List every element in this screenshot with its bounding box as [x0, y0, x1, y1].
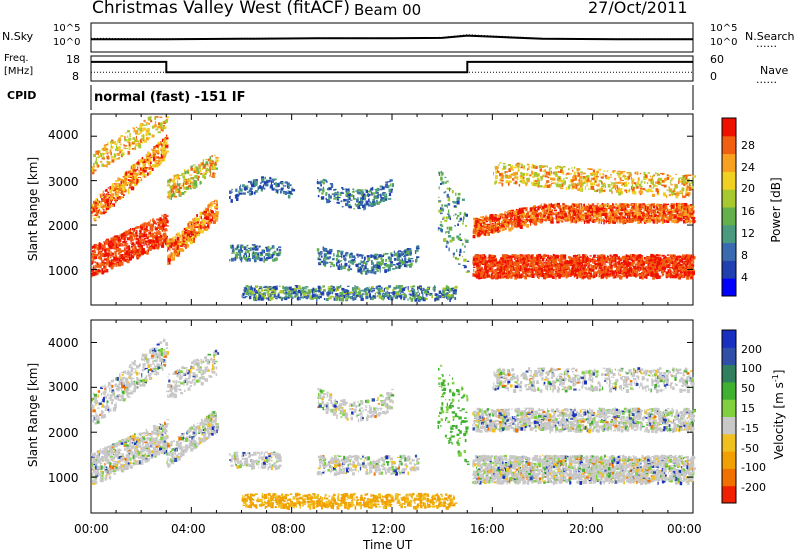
vel-late-low [472, 454, 697, 486]
velocity-cbar-tick-100: 100 [741, 362, 762, 375]
nave-tick-high: 60 [710, 53, 724, 66]
velocity-ylabel: Slant Range [km] [26, 362, 40, 468]
mode-label: normal (fast) -151 IF [94, 90, 246, 105]
beam-label: Beam 00 [354, 1, 422, 19]
nsky-tick-low: 10^0 [53, 37, 81, 48]
freq-label: Freq. [4, 53, 29, 64]
vel-early-low [91, 419, 170, 485]
xtick-2000: 20:00 [569, 522, 604, 536]
vel-mid-low [166, 410, 220, 468]
velocity-cbar-label: Velocity [m s-1] [771, 367, 786, 462]
power-ytick-2000: 2000 [48, 219, 79, 233]
power-mid-high [166, 154, 219, 201]
vel-patch-2 [317, 387, 395, 423]
velocity-cbar-tick-m15: -15 [741, 422, 759, 435]
power-near-range [241, 285, 458, 302]
nsearch-label: N.Search [745, 30, 795, 43]
power-late-top [493, 162, 696, 199]
power-blue-4 [316, 245, 420, 275]
velocity-cbar-tick-50: 50 [741, 382, 755, 395]
nsky-label: N.Sky [2, 30, 34, 43]
velocity-cbar-tick-m100: -100 [741, 461, 766, 474]
velocity-colorbar [721, 329, 737, 504]
vel-late-mid [472, 407, 696, 434]
velocity-cbar-tick-m200: -200 [741, 481, 766, 494]
date-label: 27/Oct/2011 [588, 0, 688, 17]
velocity-ytick-2000: 2000 [48, 426, 79, 440]
power-early-high [91, 134, 169, 222]
vel-near-range-orange [241, 492, 458, 511]
plot-title: Christmas Valley West (fitACF) [92, 0, 351, 18]
power-mid-low [166, 199, 219, 266]
nave-label: Nave [760, 64, 789, 77]
freq-tick-low: 8 [72, 70, 79, 83]
vel-mid-high [166, 349, 220, 399]
power-dropdown [437, 170, 470, 273]
vel-dropdown-green [437, 364, 470, 466]
nsky-tick-high: 10^5 [53, 23, 81, 34]
nsearch-tick-low: 10^0 [710, 37, 738, 48]
power-cbar-tick-4: 4 [741, 271, 748, 284]
xtick-0400: 04:00 [171, 522, 206, 536]
velocity-cbar-label-sup: -1 [771, 374, 780, 383]
freq-unit: [MHz] [4, 66, 34, 77]
velocity-cbar-tick-200: 200 [741, 343, 762, 356]
xtick-0800: 08:00 [271, 522, 306, 536]
freq-panel-frame [90, 55, 694, 82]
velocity-cbar-label-end: ] [772, 369, 786, 375]
power-colorbar [721, 117, 737, 297]
freq-tick-high: 18 [66, 53, 80, 66]
power-late-mid [472, 202, 697, 239]
velocity-colorbar-frame [721, 329, 737, 504]
power-blue-3 [316, 178, 394, 211]
vel-early-high [91, 338, 169, 425]
nsearch-dots: ...... [756, 37, 777, 50]
power-ytick-4000: 4000 [48, 128, 79, 142]
vel-patch-3 [316, 454, 420, 476]
velocity-ytick-1000: 1000 [48, 471, 79, 485]
noise-series-1 [90, 34, 693, 40]
power-colorbar-frame [721, 117, 737, 297]
xtick-1600: 16:00 [470, 522, 505, 536]
nsearch-tick-high: 10^5 [710, 23, 738, 34]
power-ytick-1000: 1000 [48, 264, 79, 278]
power-late-low [472, 253, 696, 280]
power-cbar-tick-12: 12 [741, 227, 755, 240]
power-cbar-tick-16: 16 [741, 205, 755, 218]
power-ylabel: Slant Range [km] [26, 156, 40, 262]
power-early-top [91, 116, 169, 175]
power-blue-1 [229, 244, 282, 263]
xtick-1200: 12:00 [371, 522, 406, 536]
power-cbar-label: Power [dB] [769, 177, 783, 243]
power-cbar-tick-24: 24 [741, 161, 755, 174]
velocity-cbar-tick-m50: -50 [741, 442, 759, 455]
nave-dots: ...... [756, 73, 777, 86]
xtick-0000: 00:00 [74, 522, 109, 536]
power-early-low [91, 213, 169, 278]
vel-late-top [492, 367, 695, 394]
power-ytick-3000: 3000 [48, 175, 79, 189]
nave-tick-low: 0 [710, 70, 717, 83]
velocity-ytick-4000: 4000 [48, 336, 79, 350]
power-cbar-tick-8: 8 [741, 249, 748, 262]
power-cbar-tick-28: 28 [741, 139, 755, 152]
power-blue-2 [229, 176, 296, 203]
x-axis-label: Time UT [363, 538, 413, 552]
xtick-0000-end: 00:00 [667, 522, 702, 536]
vel-patch-1 [229, 451, 282, 471]
power-cbar-tick-20: 20 [741, 182, 755, 195]
velocity-ytick-3000: 3000 [48, 380, 79, 394]
cpid-label: CPID [7, 89, 37, 102]
velocity-cbar-tick-15: 15 [741, 402, 755, 415]
velocity-cbar-label-text: Velocity [m s [772, 382, 786, 460]
